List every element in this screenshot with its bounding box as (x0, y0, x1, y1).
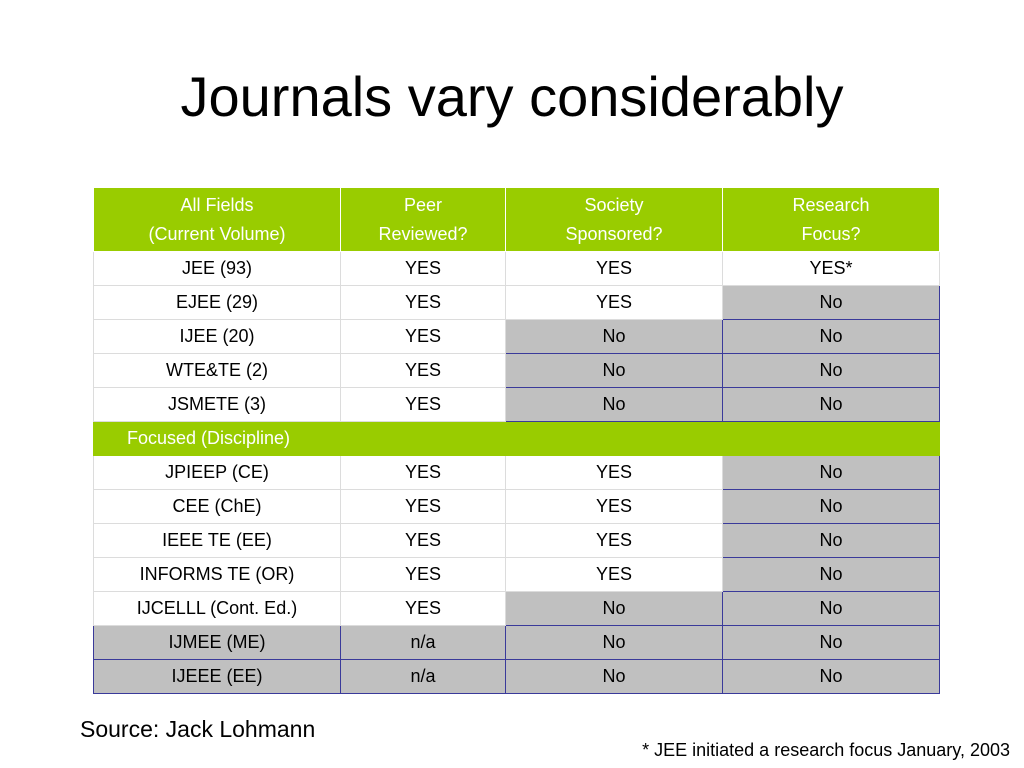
header-line: Sponsored? (565, 223, 663, 244)
table-row: IEEE TE (EE) YES YES No (93, 523, 940, 558)
header-line: Focus? (801, 223, 861, 244)
table-cell: YES* (722, 251, 940, 286)
table-cell: No (505, 319, 723, 354)
table-row: JEE (93) YES YES YES* (93, 251, 940, 286)
table-cell: JEE (93) (93, 251, 341, 286)
table-cell: YES (340, 319, 506, 354)
table-cell: YES (505, 523, 723, 558)
table-row: EJEE (29) YES YES No (93, 285, 940, 320)
table-cell: IJEE (20) (93, 319, 341, 354)
table-cell: INFORMS TE (OR) (93, 557, 341, 592)
table-cell: No (722, 455, 940, 490)
header-society-sponsored: Society Sponsored? (505, 187, 723, 252)
table-cell: YES (505, 489, 723, 524)
footnote: * JEE initiated a research focus January… (642, 740, 1010, 760)
table-cell: YES (340, 557, 506, 592)
header-line: Reviewed? (378, 223, 468, 244)
header-peer-reviewed: Peer Reviewed? (340, 187, 506, 252)
journals-table: All Fields (Current Volume) Peer Reviewe… (93, 187, 940, 694)
table-cell: YES (505, 557, 723, 592)
table-cell: IJMEE (ME) (93, 625, 341, 660)
table-cell: No (505, 387, 723, 422)
table-cell: No (722, 489, 940, 524)
table-cell: YES (340, 591, 506, 626)
table-cell: No (722, 591, 940, 626)
table-row: IJEEE (EE) n/a No No (93, 659, 940, 694)
header-line: All Fields (180, 194, 254, 215)
table-cell: JPIEEP (CE) (93, 455, 341, 490)
table-cell: No (722, 353, 940, 388)
table-cell: No (505, 591, 723, 626)
table-cell: No (505, 353, 723, 388)
table-cell: YES (340, 285, 506, 320)
table-cell: YES (505, 455, 723, 490)
table-row: IJCELLL (Cont. Ed.) YES No No (93, 591, 940, 626)
section-label: Focused (Discipline) (93, 421, 940, 456)
section-row: Focused (Discipline) (93, 421, 940, 456)
table-cell: YES (340, 387, 506, 422)
table-cell: n/a (340, 659, 506, 694)
table-cell: No (722, 387, 940, 422)
table-cell: No (722, 625, 940, 660)
table-cell: n/a (340, 625, 506, 660)
header-all-fields: All Fields (Current Volume) (93, 187, 341, 252)
header-line: Peer (403, 194, 443, 215)
table-row: WTE&TE (2) YES No No (93, 353, 940, 388)
table-cell: YES (340, 455, 506, 490)
source-credit: Source: Jack Lohmann (80, 716, 316, 742)
header-research-focus: Research Focus? (722, 187, 940, 252)
header-line: Research (792, 194, 870, 215)
table-cell: JSMETE (3) (93, 387, 341, 422)
table-cell: No (722, 319, 940, 354)
table-header-row: All Fields (Current Volume) Peer Reviewe… (93, 187, 940, 252)
table-row: IJMEE (ME) n/a No No (93, 625, 940, 660)
table-cell: No (722, 659, 940, 694)
table-cell: YES (340, 251, 506, 286)
table-cell: No (722, 523, 940, 558)
table-cell: CEE (ChE) (93, 489, 341, 524)
table-row: JPIEEP (CE) YES YES No (93, 455, 940, 490)
table-row: INFORMS TE (OR) YES YES No (93, 557, 940, 592)
table-cell: EJEE (29) (93, 285, 341, 320)
table-cell: IEEE TE (EE) (93, 523, 341, 558)
table-cell: No (505, 659, 723, 694)
table-cell: No (505, 625, 723, 660)
table-cell: No (722, 557, 940, 592)
header-line: (Current Volume) (148, 223, 286, 244)
table-cell: WTE&TE (2) (93, 353, 341, 388)
table-cell: YES (505, 285, 723, 320)
table-cell: YES (340, 489, 506, 524)
table-cell: YES (340, 353, 506, 388)
table-cell: IJCELLL (Cont. Ed.) (93, 591, 341, 626)
slide-title: Journals vary considerably (180, 65, 844, 128)
table-row: JSMETE (3) YES No No (93, 387, 940, 422)
table-cell: IJEEE (EE) (93, 659, 341, 694)
table-row: IJEE (20) YES No No (93, 319, 940, 354)
table-cell: YES (505, 251, 723, 286)
header-line: Society (584, 194, 644, 215)
table-cell: No (722, 285, 940, 320)
table-row: CEE (ChE) YES YES No (93, 489, 940, 524)
table-cell: YES (340, 523, 506, 558)
